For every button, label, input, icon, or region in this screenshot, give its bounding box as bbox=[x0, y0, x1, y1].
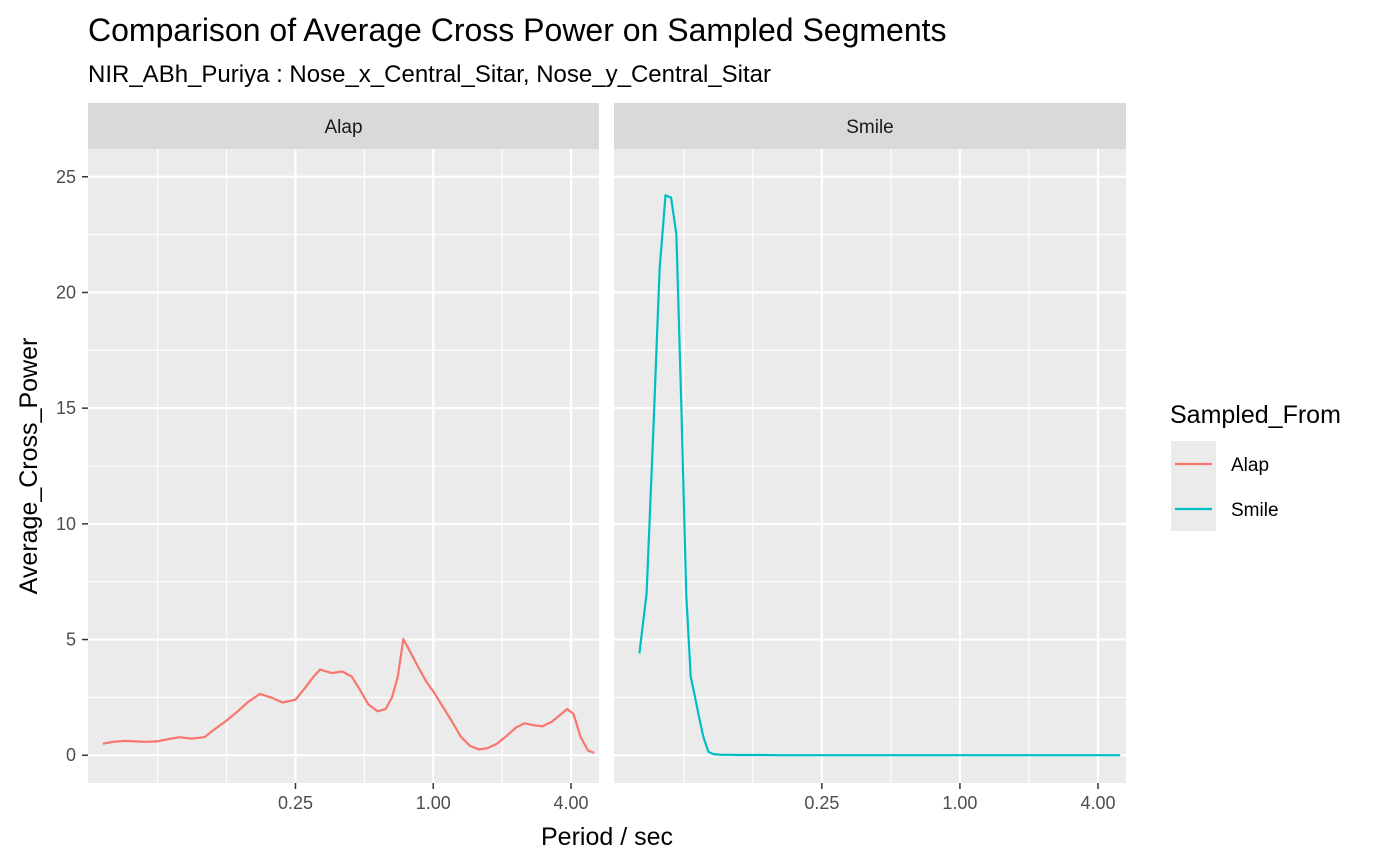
y-tick-label: 20 bbox=[56, 282, 76, 302]
x-tick-label: 1.00 bbox=[942, 793, 977, 813]
legend-key-alap: Alap bbox=[1171, 441, 1269, 486]
x-tick-label: 0.25 bbox=[278, 793, 313, 813]
legend-key-smile: Smile bbox=[1171, 486, 1279, 531]
series-line-smile bbox=[638, 194, 1121, 757]
y-tick-label: 0 bbox=[66, 745, 76, 765]
facet-panel-alap: Alap 0.25 1.00 4.00 0 5 10 15 20 25 bbox=[56, 103, 599, 813]
y-tick-label: 10 bbox=[56, 514, 76, 534]
chart-subtitle: NIR_ABh_Puriya : Nose_x_Central_Sitar, N… bbox=[88, 61, 771, 88]
y-tick-label: 5 bbox=[66, 630, 76, 650]
y-tick-label: 15 bbox=[56, 398, 76, 418]
legend-title: Sampled_From bbox=[1170, 401, 1341, 429]
facet-strip bbox=[614, 103, 1126, 149]
facet-panel-smile: Smile 0.25 1.00 4.00 bbox=[614, 103, 1126, 813]
x-tick-label: 4.00 bbox=[554, 793, 589, 813]
series-line-alap bbox=[102, 637, 595, 754]
facet-panels: Alap 0.25 1.00 4.00 0 5 10 15 20 25 Smile 0.25 1.00 4… bbox=[56, 103, 1126, 813]
legend-label-smile: Smile bbox=[1231, 500, 1279, 521]
facet-strip-label: Smile bbox=[846, 117, 894, 138]
x-tick-label: 4.00 bbox=[1080, 793, 1115, 813]
y-axis-label: Average_Cross_Power bbox=[15, 338, 43, 595]
y-tick-label: 25 bbox=[56, 167, 76, 187]
legend: Sampled_From Alap Smile bbox=[1170, 401, 1341, 531]
x-tick-label: 1.00 bbox=[416, 793, 451, 813]
chart-title: Comparison of Average Cross Power on Sam… bbox=[88, 12, 947, 48]
x-axis-label: Period / sec bbox=[541, 823, 673, 851]
facet-strip bbox=[88, 103, 599, 149]
facet-strip-label: Alap bbox=[324, 117, 362, 138]
legend-label-alap: Alap bbox=[1231, 455, 1269, 476]
x-tick-label: 0.25 bbox=[804, 793, 839, 813]
